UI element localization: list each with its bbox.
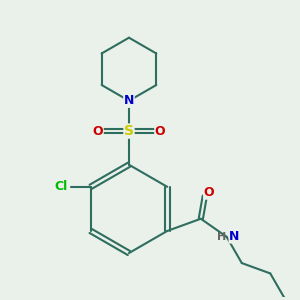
Text: Cl: Cl xyxy=(55,180,68,193)
Text: O: O xyxy=(204,186,214,199)
Text: N: N xyxy=(229,230,239,243)
Text: S: S xyxy=(124,124,134,138)
Text: N: N xyxy=(124,94,134,107)
Text: H: H xyxy=(218,232,227,242)
Text: O: O xyxy=(92,124,103,138)
Text: O: O xyxy=(155,124,165,138)
